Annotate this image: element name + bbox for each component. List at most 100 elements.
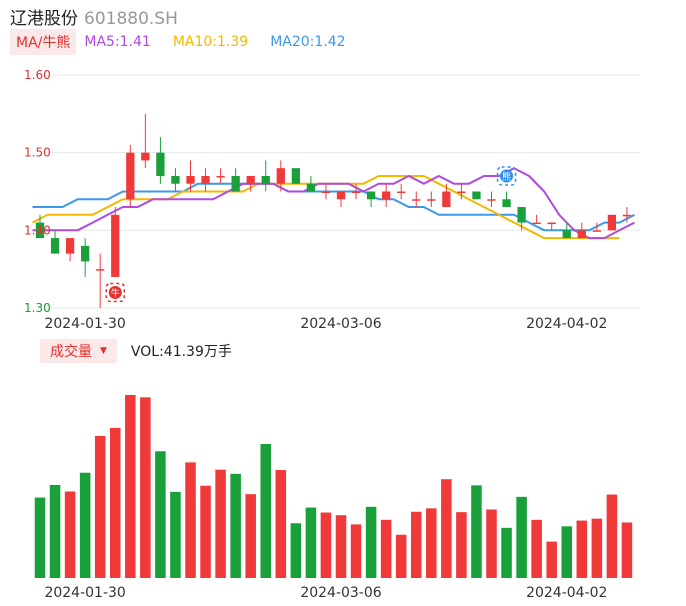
candle-body (622, 214, 632, 217)
candle-body (276, 168, 285, 184)
candle-body (111, 214, 120, 277)
candle-body (246, 175, 255, 184)
candle-body (50, 238, 60, 254)
candle-body (35, 222, 45, 239)
volume-bar (155, 451, 166, 578)
date-tick-label: 2024-01-30 (44, 585, 125, 601)
stock-name: 辽港股份 (10, 9, 78, 29)
volume-bar (320, 512, 332, 578)
candle-body (65, 238, 75, 254)
candle-body (201, 175, 210, 184)
ma10-label: MA10:1.39 (172, 34, 249, 50)
candle-body (156, 152, 165, 176)
volume-bar (109, 427, 121, 578)
date-axis-bottom: 2024-01-30 2024-03-06 2024-04-02 (44, 585, 607, 601)
volume-bar (426, 508, 437, 578)
volume-bar (140, 397, 151, 578)
ma-lines (32, 167, 635, 240)
candle-body (427, 199, 436, 201)
volume-bar (561, 526, 573, 578)
volume-bar (606, 494, 618, 578)
volume-bar (185, 462, 196, 578)
candle-body (336, 191, 346, 200)
caret-down-icon: ▼ (100, 346, 107, 356)
volume-bar (275, 470, 287, 578)
volume-bar (290, 523, 302, 578)
signal-marker-dot (500, 169, 514, 183)
volume-bar (260, 444, 272, 578)
price-tick-label: 1.50 (24, 146, 51, 160)
candle-body (96, 269, 105, 271)
volume-bar (365, 506, 377, 578)
candle-body (126, 152, 135, 200)
candle-body (442, 191, 451, 208)
ma20-label: MA20:1.42 (270, 34, 346, 50)
price-axis: 1.60 1.50 1.40 1.30 (24, 68, 51, 315)
signal-marker-glyph: 熊 (502, 170, 511, 182)
volume-bar (576, 520, 588, 578)
date-tick-label: 2024-03-06 (300, 585, 381, 601)
volume-bar (501, 527, 512, 578)
date-tick-label: 2024-04-02 (526, 585, 607, 601)
signal-marker-dot (108, 285, 122, 299)
candle-body (351, 191, 361, 193)
candle-body (547, 222, 556, 225)
volume-legend: 成交量 ▼ VOL:41.39万手 (40, 339, 232, 363)
volume-bar (486, 509, 497, 578)
candle-body (562, 230, 571, 239)
signal-markers: 牛熊 (105, 166, 517, 303)
volume-bar (79, 472, 91, 578)
candle-body (472, 191, 481, 200)
candle-body (592, 230, 601, 232)
volume-bar (531, 519, 542, 578)
candle-body (517, 207, 526, 223)
volume-bar (170, 491, 181, 578)
stock-title: 辽港股份 601880.SH (10, 4, 178, 29)
candle-body (216, 175, 225, 178)
signal-marker-frame (496, 166, 517, 186)
volume-bar (410, 511, 422, 578)
candle-body (397, 191, 406, 193)
candle-body (141, 152, 150, 161)
candle-body (457, 191, 466, 193)
volume-bar (245, 494, 256, 578)
volume-tag-label: 成交量 (50, 344, 92, 360)
volume-bar (94, 435, 106, 578)
date-tick-label: 2024-04-02 (526, 316, 607, 332)
candle-body (291, 168, 300, 184)
candle-body (231, 175, 240, 192)
volume-bar (456, 512, 467, 578)
volume-indicator-selector[interactable]: 成交量 ▼ (40, 339, 117, 363)
volume-bar (64, 491, 76, 578)
volume-bars (34, 395, 633, 578)
candle-body (532, 222, 541, 225)
volume-bar (380, 519, 392, 578)
volume-bar (49, 484, 61, 578)
candle-body (382, 191, 391, 200)
ma5-label: MA5:1.41 (84, 34, 151, 50)
candle-body (487, 199, 496, 201)
volume-bar (305, 507, 317, 578)
signal-marker-glyph: 牛 (111, 287, 120, 299)
candle-body (577, 230, 586, 239)
stock-code: 601880.SH (84, 9, 178, 29)
volume-bar (335, 515, 347, 578)
date-tick-label: 2024-01-30 (44, 316, 125, 332)
candle-body (607, 214, 617, 231)
candle-body (261, 175, 270, 184)
date-tick-label: 2024-03-06 (300, 316, 381, 332)
ma-indicator-selector[interactable]: MA/牛熊 (10, 29, 77, 55)
volume-bar (215, 469, 226, 578)
candle-body (321, 191, 331, 193)
candle-body (412, 199, 421, 201)
volume-bar (621, 522, 633, 578)
volume-bar (230, 473, 241, 578)
price-tick-label: 1.30 (24, 301, 51, 315)
volume-bar (471, 485, 482, 578)
price-tick-label: 1.40 (24, 223, 51, 237)
volume-bar (34, 497, 46, 578)
volume-bar (350, 524, 362, 578)
signal-marker-frame (105, 282, 125, 303)
candle-body (502, 199, 511, 208)
